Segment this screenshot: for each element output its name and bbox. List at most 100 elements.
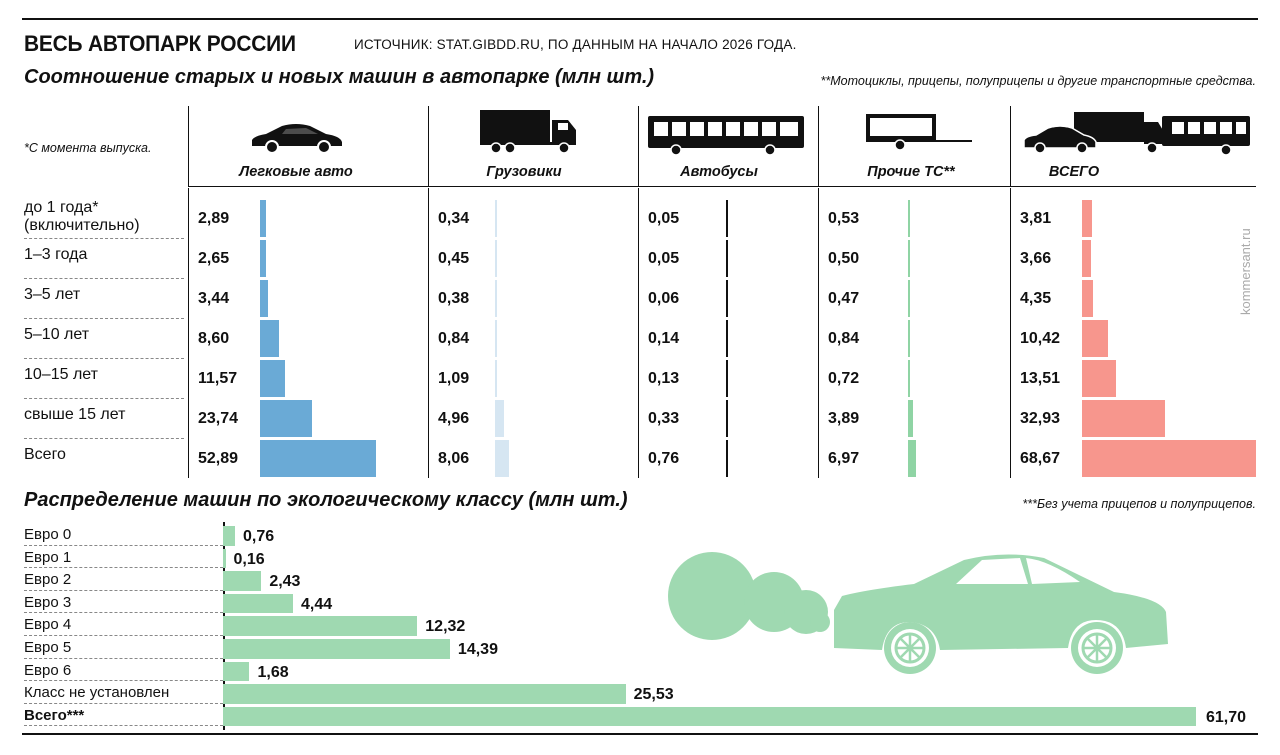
- data-label: 3,81: [1020, 210, 1052, 227]
- eco-row-divider: [24, 635, 223, 636]
- eco-bar: [223, 616, 418, 636]
- age-footnote: *С момента выпуска.: [24, 141, 152, 155]
- eco-value-label: 0,16: [233, 550, 265, 568]
- data-label: 0,05: [648, 210, 680, 227]
- eco-row-divider: [24, 544, 223, 546]
- bar-mark: [1082, 200, 1092, 237]
- eco-bar: [223, 684, 626, 704]
- data-label: 23,74: [198, 410, 239, 427]
- eco-row-label: Всего***: [24, 706, 85, 724]
- eco-row-divider: [24, 725, 223, 727]
- bar-mark: [1082, 280, 1094, 317]
- data-label: 1,09: [438, 370, 470, 387]
- trailer-icon: [866, 114, 972, 151]
- bar-mark: [495, 400, 504, 437]
- data-label: 0,38: [438, 290, 470, 307]
- bar-mark: [726, 240, 728, 277]
- car-exhaust-illustration: [668, 552, 1168, 674]
- fleet-icon: [1023, 112, 1250, 156]
- column-divider: [428, 106, 429, 186]
- column-divider: [428, 188, 429, 478]
- bar-mark: [1082, 360, 1117, 397]
- row-divider: [24, 358, 184, 359]
- eco-row-label: Евро 6: [24, 661, 72, 679]
- data-label: 0,72: [828, 370, 860, 387]
- row-label: 5–10 лет: [24, 326, 90, 343]
- column-divider: [1010, 188, 1011, 478]
- section-fleet-age-title: Соотношение старых и новых машин в автоп…: [24, 66, 655, 88]
- eco-row-divider: [24, 680, 223, 682]
- data-label: 3,66: [1020, 250, 1052, 267]
- data-label: 0,50: [828, 250, 860, 267]
- data-label: 4,35: [1020, 290, 1052, 307]
- truck-icon: [480, 110, 576, 154]
- series-label-3: Прочие ТС**: [867, 164, 955, 180]
- eco-row-divider: [24, 589, 223, 591]
- bar-mark: [726, 320, 728, 357]
- data-label: 0,45: [438, 250, 470, 267]
- eco-bar: [223, 571, 262, 591]
- column-divider: [188, 188, 189, 478]
- row-divider: [24, 318, 184, 319]
- eco-value-label: 2,43: [269, 573, 301, 591]
- bar-mark: [1082, 320, 1109, 357]
- row-label: 3–5 лет: [24, 286, 81, 303]
- bar-mark: [260, 280, 268, 317]
- eco-bar: [223, 706, 1196, 727]
- eco-value-label: 4,44: [301, 595, 333, 613]
- data-label: 0,34: [438, 210, 470, 227]
- bar-mark: [260, 360, 286, 397]
- bar-mark: [260, 200, 267, 237]
- row-label: 10–15 лет: [24, 366, 98, 383]
- fleet-age-table: Легковые авто Грузовики Автобусы Прочие ТС*…: [24, 106, 1256, 478]
- data-label: 0,06: [648, 290, 680, 307]
- column-divider: [818, 188, 819, 478]
- source-note: ИСТОЧНИК: STAT.GIBDD.RU, ПО ДАННЫМ НА НА…: [354, 37, 797, 52]
- data-label: 6,97: [828, 450, 860, 467]
- data-label: 0,47: [828, 290, 860, 307]
- series-label-0: Легковые авто: [239, 164, 353, 180]
- data-label: 32,93: [1020, 410, 1061, 427]
- row-label: свыше 15 лет: [24, 406, 126, 423]
- bar-mark: [908, 240, 910, 277]
- bottom-rule: [22, 733, 1258, 735]
- data-label: 0,84: [438, 330, 470, 347]
- data-label: 0,76: [648, 450, 680, 467]
- data-label: 3,44: [198, 290, 230, 307]
- data-label: 0,53: [828, 210, 860, 227]
- eco-bar: [223, 548, 226, 569]
- car-icon: [252, 124, 342, 154]
- other-vehicles-footnote: **Мотоциклы, прицепы, полуприцепы и друг…: [820, 74, 1257, 88]
- series-label-1: Грузовики: [486, 164, 562, 180]
- data-label: 3,89: [828, 410, 860, 427]
- data-label: 2,89: [198, 210, 230, 227]
- eco-row-divider: [24, 657, 223, 659]
- bar-mark: [1082, 400, 1166, 437]
- header-rule: [188, 186, 1256, 187]
- eco-footnote: ***Без учета прицепов и полуприцепов.: [1022, 497, 1256, 511]
- eco-row-label: Евро 4: [24, 616, 72, 634]
- data-label: 8,06: [438, 450, 470, 467]
- bar-mark: [495, 280, 497, 317]
- bar-mark: [726, 200, 728, 237]
- bar-mark: [260, 320, 279, 357]
- bar-mark: [726, 440, 728, 477]
- bar-mark: [908, 200, 910, 237]
- eco-row-divider: [24, 702, 223, 704]
- data-label: 10,42: [1020, 330, 1061, 347]
- top-rule: [22, 18, 1258, 20]
- bar-mark: [908, 280, 910, 317]
- eco-bar: [223, 526, 235, 546]
- column-divider: [638, 188, 639, 478]
- bus-icon: [648, 116, 804, 156]
- row-label: 1–3 года: [24, 246, 88, 263]
- eco-row-label: Евро 5: [24, 639, 72, 656]
- bar-mark: [908, 360, 910, 397]
- row-label: до 1 года* (включительно): [24, 199, 140, 234]
- bar-mark: [495, 240, 497, 277]
- eco-row-divider: [24, 567, 223, 569]
- eco-value-label: 25,53: [633, 686, 674, 704]
- eco-row-label: Евро 3: [24, 593, 72, 611]
- row-divider: [24, 398, 184, 399]
